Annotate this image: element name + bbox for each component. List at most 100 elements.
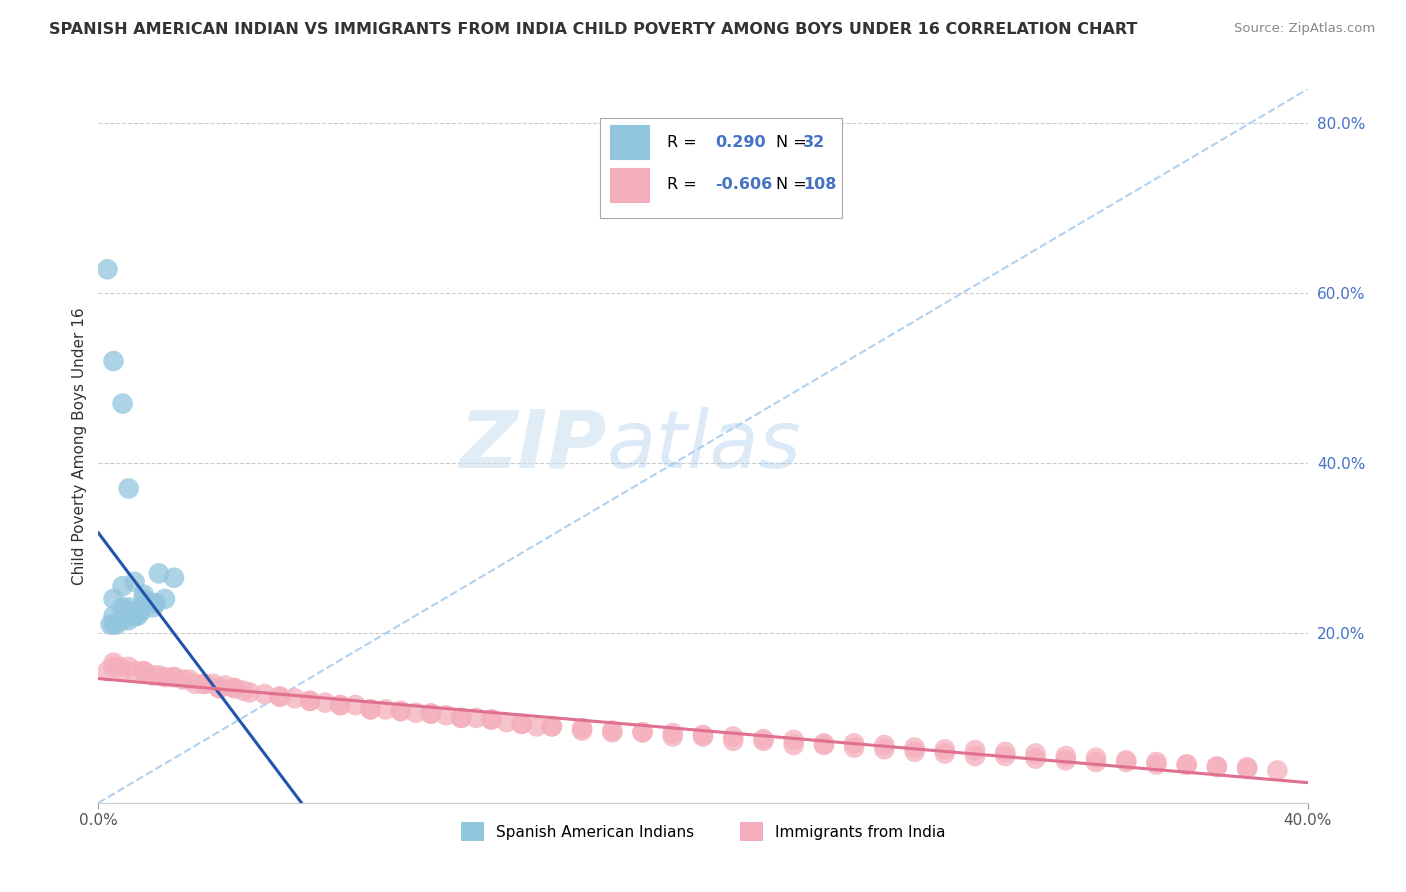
Point [692,730,714,744]
Point [299,694,322,708]
Point [121,605,143,619]
Point [142,596,165,610]
Point [132,591,155,606]
Point [1024,747,1046,761]
Point [434,708,457,723]
Point [389,704,412,718]
Point [1236,762,1258,776]
Point [389,704,412,718]
Point [208,681,231,695]
Point [103,608,125,623]
Point [844,736,866,750]
Point [450,711,472,725]
Point [873,738,896,752]
Point [934,747,956,761]
Point [111,600,134,615]
Text: N =: N = [776,178,806,193]
Point [420,706,443,721]
Point [329,698,352,712]
Point [145,596,167,610]
Point [132,664,155,678]
Point [571,721,593,735]
Point [465,711,488,725]
Point [481,713,503,727]
Point [934,742,956,756]
Text: ZIP: ZIP [458,407,606,485]
FancyBboxPatch shape [610,168,648,202]
Point [132,664,155,678]
Point [1175,757,1198,772]
Point [105,617,128,632]
Point [148,566,170,581]
Point [374,702,396,716]
Point [124,664,146,678]
Point [224,681,246,695]
Point [360,702,382,716]
Point [571,723,593,738]
Point [142,668,165,682]
Point [208,681,231,695]
Point [269,690,291,704]
Point [844,740,866,755]
Point [214,679,236,693]
Point [631,725,654,739]
Point [783,738,806,752]
Point [118,600,141,615]
Point [299,694,322,708]
Point [1085,751,1108,765]
Point [329,698,352,712]
Point [103,354,125,368]
Point [1144,755,1167,769]
Text: 32: 32 [803,135,825,150]
Point [103,617,125,632]
Text: Source: ZipAtlas.com: Source: ZipAtlas.com [1234,22,1375,36]
Text: R =: R = [666,178,696,193]
Point [631,725,654,739]
Point [1236,760,1258,774]
Point [118,605,141,619]
Point [481,713,503,727]
Point [111,579,134,593]
Point [420,706,443,721]
Point [1206,760,1229,774]
Point [239,685,262,699]
Point [193,677,215,691]
Point [510,716,533,731]
Point [495,715,517,730]
Point [202,677,225,691]
Point [184,677,207,691]
Point [163,571,186,585]
Point [153,591,176,606]
Point [783,733,806,747]
Point [540,719,562,733]
Point [132,588,155,602]
Point [118,482,141,496]
Point [540,719,562,733]
Point [179,673,201,687]
Point [103,660,125,674]
Point [752,732,775,747]
Point [723,730,745,744]
Point [1144,757,1167,772]
Legend: Spanish American Indians, Immigrants from India: Spanish American Indians, Immigrants fro… [453,814,953,848]
Point [96,664,118,678]
Point [135,596,157,610]
Point [118,613,141,627]
Point [153,670,176,684]
Point [118,660,141,674]
Point [692,728,714,742]
Point [127,608,149,623]
Point [904,740,927,755]
Point [111,664,134,678]
Point [96,262,118,277]
Point [813,736,835,750]
Point [148,668,170,682]
Point [510,716,533,731]
Point [873,742,896,756]
Point [108,613,131,627]
Text: -0.606: -0.606 [716,178,772,193]
Point [163,670,186,684]
Point [723,733,745,747]
Point [284,691,307,706]
Point [253,687,276,701]
